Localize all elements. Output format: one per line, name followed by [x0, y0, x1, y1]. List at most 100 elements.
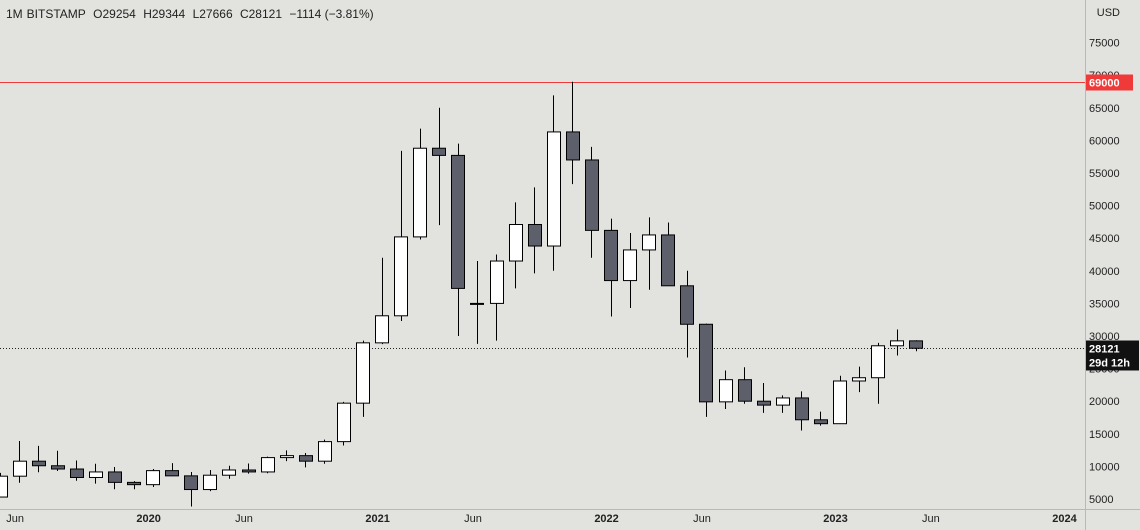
candle-body — [356, 342, 370, 404]
price-tick-label: 75000 — [1089, 38, 1120, 50]
candle-body — [394, 236, 408, 317]
candle-body — [661, 234, 675, 287]
candles — [0, 81, 923, 507]
candle[interactable] — [222, 465, 236, 479]
candle[interactable] — [604, 218, 618, 317]
horizontal-line-price-badge — [1086, 74, 1133, 91]
candle[interactable] — [909, 340, 923, 352]
candle[interactable] — [184, 471, 198, 507]
candle[interactable] — [585, 146, 599, 258]
last-price-badge — [1086, 340, 1139, 371]
candle[interactable] — [528, 187, 542, 274]
horizontal-line-price-label: 69000 — [1089, 78, 1120, 90]
candle-body — [242, 469, 256, 473]
candle[interactable] — [413, 128, 427, 240]
candle[interactable] — [356, 340, 370, 417]
candle-body — [490, 260, 504, 304]
candle-body — [852, 377, 866, 382]
candle[interactable] — [432, 107, 446, 226]
candle[interactable] — [127, 481, 141, 490]
candle[interactable] — [108, 467, 122, 490]
low-value: L27666 — [192, 7, 233, 21]
candle[interactable] — [146, 469, 160, 487]
time-tick-label: Jun — [922, 513, 940, 525]
candle[interactable] — [795, 391, 809, 431]
candle-body — [623, 249, 637, 282]
candle-body — [451, 154, 465, 289]
bar-countdown-label: 29d 12h — [1089, 358, 1130, 370]
price-tick-label: 55000 — [1089, 168, 1120, 180]
candle[interactable] — [623, 232, 637, 308]
candle[interactable] — [32, 445, 46, 473]
candle[interactable] — [299, 453, 313, 468]
price-tick-label: 15000 — [1089, 429, 1120, 441]
candle-body — [833, 380, 847, 425]
time-tick-label: Jun — [693, 513, 711, 525]
candle-body — [719, 379, 733, 403]
candle-body — [184, 475, 198, 491]
candle[interactable] — [547, 95, 561, 271]
candle[interactable] — [89, 463, 103, 484]
candle[interactable] — [337, 401, 351, 446]
timeframe-label[interactable]: 1M — [6, 7, 23, 21]
candle[interactable] — [852, 366, 866, 393]
open-value: O29254 — [93, 7, 136, 21]
candle[interactable] — [394, 150, 408, 322]
candle[interactable] — [470, 261, 484, 344]
candle[interactable] — [680, 270, 694, 358]
candle-body — [680, 285, 694, 325]
candle-body — [795, 397, 809, 421]
candle[interactable] — [871, 342, 885, 404]
candle[interactable] — [890, 329, 904, 356]
currency-label[interactable]: USD — [1096, 7, 1120, 19]
candle-body — [165, 470, 179, 477]
candle[interactable] — [566, 81, 580, 185]
time-tick-label: 2020 — [136, 513, 160, 525]
candle[interactable] — [451, 143, 465, 336]
price-tick-label: 45000 — [1089, 233, 1120, 245]
candle[interactable] — [51, 450, 65, 471]
candle[interactable] — [738, 367, 752, 404]
candle-body — [604, 229, 618, 282]
candle[interactable] — [661, 222, 675, 287]
candle[interactable] — [70, 460, 84, 481]
price-tick-label: 10000 — [1089, 461, 1120, 473]
candle[interactable] — [776, 395, 790, 413]
close-value: C28121 — [239, 7, 283, 21]
candle-body — [0, 475, 8, 498]
time-tick-label: 2023 — [823, 513, 847, 525]
candle-body — [814, 419, 828, 425]
candle[interactable] — [757, 382, 771, 413]
candle[interactable] — [203, 469, 217, 492]
candle-body — [738, 379, 752, 402]
candle-body — [51, 465, 65, 470]
candle[interactable] — [261, 456, 275, 474]
candle[interactable] — [490, 254, 504, 341]
candle-body — [909, 340, 923, 349]
candle-body — [337, 402, 351, 443]
high-value: H29344 — [143, 7, 186, 21]
time-tick-label: 2021 — [365, 513, 389, 525]
candle-body — [757, 400, 771, 406]
last-price-label: 28121 — [1089, 344, 1120, 356]
candle[interactable] — [13, 440, 27, 483]
candle[interactable] — [833, 375, 847, 425]
candle[interactable] — [0, 472, 8, 498]
candle-body — [890, 340, 904, 347]
candle[interactable] — [375, 257, 389, 345]
candle[interactable] — [165, 463, 179, 477]
candle-body — [299, 455, 313, 462]
candle[interactable] — [280, 450, 294, 462]
candle[interactable] — [642, 217, 656, 290]
candle-body — [127, 481, 141, 486]
candle[interactable] — [318, 439, 332, 464]
candle[interactable] — [699, 323, 713, 417]
candle[interactable] — [814, 411, 828, 426]
candle-body — [776, 397, 790, 406]
candle[interactable] — [242, 463, 256, 474]
candle[interactable] — [509, 202, 523, 289]
candle-body — [261, 457, 275, 473]
candle[interactable] — [719, 370, 733, 410]
candle-body — [89, 471, 103, 478]
